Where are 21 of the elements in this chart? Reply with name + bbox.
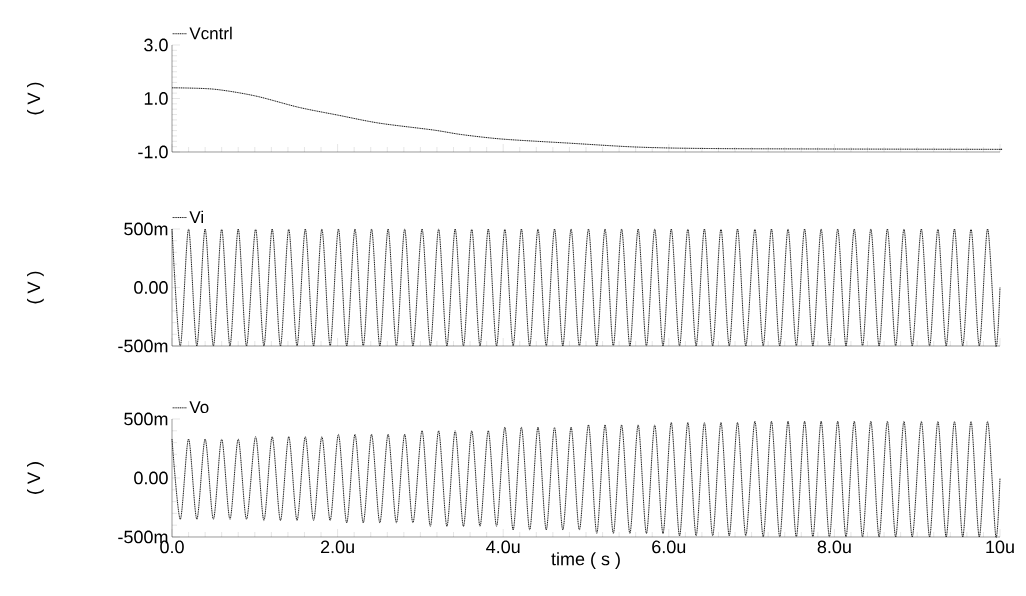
x-tick-label: 8.0u bbox=[817, 540, 851, 554]
x-axis-title: time ( s ) bbox=[551, 552, 620, 569]
x-tick-label: 6.0u bbox=[652, 540, 686, 554]
y-axis-title: ( V ) bbox=[27, 271, 44, 304]
y-axis-title: ( V ) bbox=[27, 82, 44, 115]
y-tick-label: 3.0 bbox=[144, 38, 168, 52]
y-tick-label: -500m bbox=[118, 339, 168, 353]
y-tick-label: 500m bbox=[124, 222, 168, 236]
line-series bbox=[171, 420, 1001, 538]
legend-label: Vo bbox=[189, 401, 209, 414]
y-tick-label: 500m bbox=[124, 412, 168, 426]
x-tick-label: 4.0u bbox=[486, 540, 520, 554]
y-tick-label: 0.00 bbox=[134, 281, 168, 294]
y-tick-label: 1.0 bbox=[144, 92, 168, 105]
legend-label: Vcntrl bbox=[189, 26, 232, 40]
y-axis-title: ( V ) bbox=[27, 462, 44, 494]
y-tick-label: -1.0 bbox=[138, 145, 168, 159]
legend-label: Vi bbox=[189, 210, 203, 223]
x-tick-label: 10u bbox=[986, 540, 1014, 554]
x-tick-label: 2.0u bbox=[321, 540, 354, 554]
y-tick-label: 0.00 bbox=[134, 471, 168, 485]
